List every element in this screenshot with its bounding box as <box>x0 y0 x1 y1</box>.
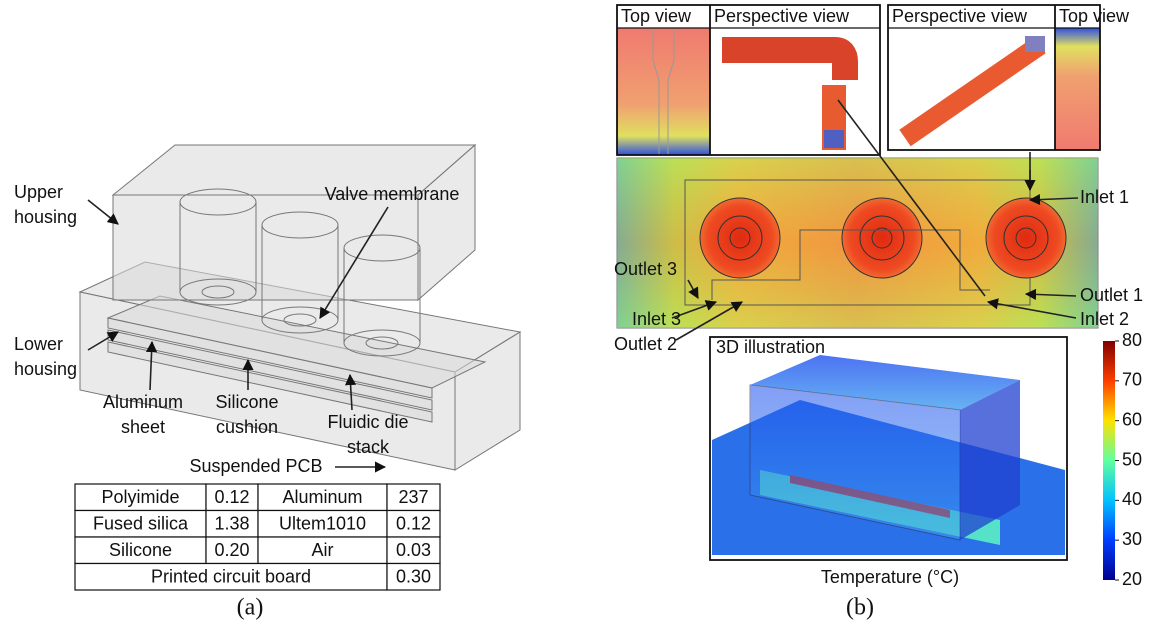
port-label: Outlet 2 <box>614 334 677 354</box>
callout-label: housing <box>14 359 77 379</box>
table-text: 0.12 <box>214 487 249 507</box>
callout-label: Suspended PCB <box>189 456 322 476</box>
callout-label: Aluminum <box>103 392 183 412</box>
illustration-title: 3D illustration <box>716 337 825 357</box>
table-text: 0.30 <box>396 567 431 587</box>
inset-left <box>617 5 880 155</box>
callout-label: sheet <box>121 417 165 437</box>
table-text: Polyimide <box>101 487 179 507</box>
callout-label: stack <box>347 437 390 457</box>
colorbar-tick-label: 40 <box>1122 489 1142 509</box>
caption: (a) <box>237 595 264 621</box>
port-label: Outlet 3 <box>614 259 677 279</box>
colorbar <box>1103 341 1115 580</box>
callout-label: Silicone <box>215 392 278 412</box>
table-text: 1.38 <box>214 514 249 534</box>
heatmap-top <box>617 158 1098 328</box>
colorbar-tick-label: 50 <box>1122 449 1142 469</box>
callout-label: cushion <box>216 417 278 437</box>
port-label: Inlet 1 <box>1080 187 1129 207</box>
port-label: Inlet 2 <box>1080 309 1129 329</box>
colorbar-label: Temperature (°C) <box>821 567 959 587</box>
inset-title: Top view <box>621 6 692 26</box>
table-text: Ultem1010 <box>279 514 366 534</box>
table-text: Silicone <box>109 540 172 560</box>
callout-label: Lower <box>14 334 63 354</box>
colorbar-tick-label: 30 <box>1122 529 1142 549</box>
port-label: Inlet 3 <box>632 309 681 329</box>
table-text: 0.20 <box>214 540 249 560</box>
colorbar-tick-label: 70 <box>1122 370 1142 390</box>
port-label: Outlet 1 <box>1080 285 1143 305</box>
caption: (b) <box>846 595 874 621</box>
callout-label: housing <box>14 207 77 227</box>
callout-label: Fluidic die <box>327 412 408 432</box>
table-text: 237 <box>398 487 428 507</box>
colorbar-tick-label: 20 <box>1122 569 1142 589</box>
table-text: 0.12 <box>396 514 431 534</box>
table-text: Fused silica <box>93 514 189 534</box>
inset-title: Perspective view <box>892 6 1028 26</box>
colorbar-tick-label: 80 <box>1122 330 1142 350</box>
inset-title: Top view <box>1059 6 1130 26</box>
inset-right <box>888 5 1100 150</box>
colorbar-tick-label: 60 <box>1122 409 1142 429</box>
table-text: Printed circuit board <box>151 567 311 587</box>
inset-title: Perspective view <box>714 6 850 26</box>
figure: Upper housing Valve membrane Lower housing Al… <box>0 0 1156 630</box>
callout-label: Upper <box>14 182 63 202</box>
table-text: Aluminum <box>282 487 362 507</box>
illustration-3d <box>710 337 1067 560</box>
table-text: 0.03 <box>396 540 431 560</box>
callout-label: Valve membrane <box>325 184 460 204</box>
table-text: Air <box>312 540 334 560</box>
